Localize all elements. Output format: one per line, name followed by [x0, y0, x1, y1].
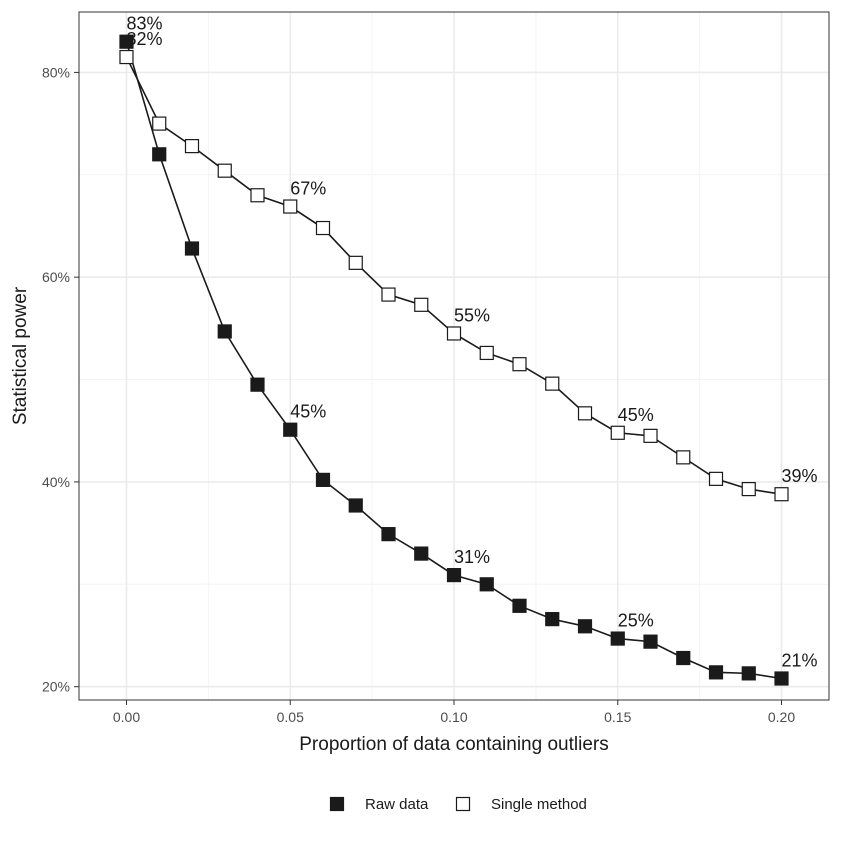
raw-data-point — [577, 619, 593, 634]
raw-data-point — [610, 631, 625, 646]
raw-data-point — [643, 634, 658, 649]
single-method-point — [741, 481, 756, 497]
single-method-point — [184, 139, 200, 154]
raw-data-point — [676, 650, 691, 666]
data-label: 67% — [290, 179, 326, 199]
single-method-point — [708, 471, 724, 486]
single-method-point — [283, 199, 298, 214]
x-tick-label: 0.10 — [440, 709, 467, 725]
single-method-point — [676, 450, 691, 465]
data-label: 39% — [782, 466, 818, 486]
y-axis-title: Statistical power — [10, 286, 31, 425]
legend-key-raw-data — [329, 796, 345, 812]
data-label: 55% — [454, 305, 490, 325]
raw-data-point — [708, 665, 724, 680]
single-method-point — [414, 297, 429, 312]
single-method-point — [610, 425, 625, 440]
x-tick-label: 0.05 — [277, 709, 304, 725]
single-method-point — [348, 255, 363, 270]
raw-data-point — [446, 567, 462, 583]
y-tick-label: 60% — [42, 269, 70, 285]
data-label: 45% — [618, 405, 654, 425]
legend: Raw data Single method — [329, 796, 587, 813]
axis-ticks: 0.00 0.05 0.10 0.15 0.20 20% 40% 60% 80% — [42, 64, 795, 725]
y-tick-label: 80% — [42, 64, 70, 80]
y-tick-label: 40% — [42, 474, 70, 490]
x-tick-label: 0.15 — [604, 709, 631, 725]
y-tick-label: 20% — [42, 679, 70, 695]
single-method-point — [446, 326, 462, 341]
x-tick-label: 0.20 — [768, 709, 795, 725]
raw-data-point — [152, 147, 167, 162]
raw-data-point — [479, 577, 494, 592]
raw-data-point — [545, 612, 560, 627]
legend-label: Single method — [491, 796, 587, 813]
x-tick-label: 0.00 — [113, 709, 140, 725]
raw-data-point — [217, 324, 232, 339]
raw-data-point — [315, 472, 331, 487]
data-label: 82% — [126, 29, 162, 49]
single-method-point — [152, 116, 167, 131]
single-method-point — [643, 428, 658, 443]
raw-data-point — [283, 422, 298, 437]
single-method-point — [119, 49, 134, 65]
raw-data-point — [348, 498, 363, 513]
single-method-point — [774, 487, 789, 502]
legend-key-single-method — [455, 796, 471, 812]
raw-data-point — [250, 377, 265, 392]
series-layer — [119, 34, 789, 686]
single-method-point — [315, 220, 331, 236]
raw-data-point — [381, 527, 396, 542]
single-method-point — [250, 188, 265, 203]
single-method-point — [577, 406, 593, 421]
single-method-point — [217, 163, 232, 178]
single-method-point — [545, 376, 560, 391]
raw-data-point — [119, 34, 134, 49]
raw-data-point — [414, 546, 429, 561]
major-gridlines — [79, 12, 829, 700]
data-label: 21% — [782, 651, 818, 671]
raw-data-point — [774, 671, 789, 686]
x-axis-title: Proportion of data containing outliers — [299, 734, 608, 755]
raw-data-point — [184, 241, 200, 256]
single-method-point — [512, 357, 527, 372]
data-label: 25% — [618, 611, 654, 631]
single-method-point — [381, 287, 396, 302]
annotation-layer: 83% 45% 31% 25% 21% 82% 67% 55% 45% 39% — [126, 14, 817, 671]
single-method-point — [479, 345, 494, 361]
raw-data-point — [512, 598, 527, 613]
legend-label: Raw data — [365, 796, 429, 813]
data-label: 45% — [290, 402, 326, 422]
raw-data-point — [741, 666, 756, 681]
data-label: 83% — [126, 14, 162, 34]
data-label: 31% — [454, 547, 490, 567]
